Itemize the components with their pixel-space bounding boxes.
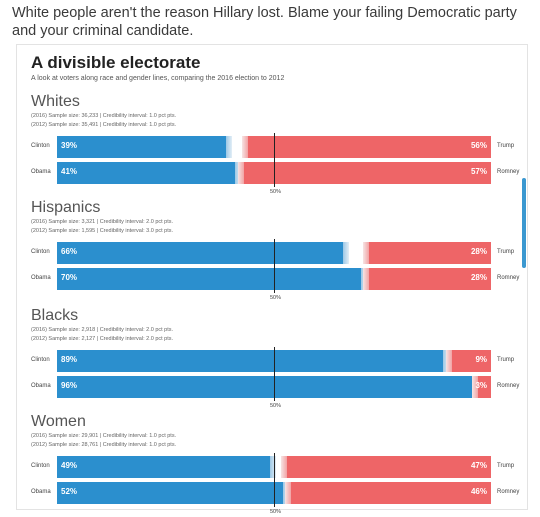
sample-size-note: (2012) Sample size: 35,491 | Credibility… bbox=[31, 122, 177, 128]
democrat-pct-label: 49% bbox=[61, 461, 78, 470]
republican-interval-band bbox=[237, 162, 244, 184]
democrat-bar bbox=[57, 350, 444, 372]
bar-row-obama: Obama 70% 28% Romney bbox=[17, 268, 527, 290]
republican-bar bbox=[247, 136, 491, 158]
republican-bar bbox=[451, 350, 491, 372]
democrat-candidate-label: Clinton bbox=[31, 249, 50, 255]
republican-pct-label: 47% bbox=[470, 461, 487, 470]
democrat-pct-label: 66% bbox=[61, 247, 78, 256]
sample-size-note: (2016) Sample size: 36,233 | Credibility… bbox=[31, 113, 177, 119]
bar-row-clinton: Clinton 89% 9% Trump bbox=[17, 350, 527, 372]
republican-bar bbox=[291, 482, 491, 504]
republican-pct-label: 56% bbox=[470, 141, 487, 150]
section-title: Women bbox=[31, 413, 86, 430]
democrat-pct-label: 41% bbox=[61, 167, 78, 176]
republican-pct-label: 57% bbox=[470, 167, 487, 176]
republican-bar bbox=[287, 456, 491, 478]
section-women: Women (2016) Sample size: 29,901 | Credib… bbox=[17, 413, 527, 515]
republican-interval-band bbox=[363, 242, 370, 264]
republican-candidate-label: Trump bbox=[497, 249, 515, 255]
section-blacks: Blacks (2016) Sample size: 2,918 | Credib… bbox=[17, 307, 527, 409]
fifty-percent-label: 50% bbox=[270, 509, 282, 515]
bar-row-obama: Obama 52% 46% Romney bbox=[17, 482, 527, 504]
republican-interval-band bbox=[445, 350, 452, 372]
republican-interval-band bbox=[285, 482, 292, 504]
democrat-interval-band bbox=[343, 242, 350, 264]
fifty-percent-line bbox=[274, 239, 275, 293]
republican-interval-band bbox=[241, 136, 248, 158]
democrat-candidate-label: Obama bbox=[31, 489, 51, 495]
fifty-percent-line bbox=[274, 347, 275, 401]
democrat-pct-label: 96% bbox=[61, 381, 78, 390]
republican-candidate-label: Romney bbox=[497, 169, 520, 175]
chart-card: A divisible electorate A look at voters … bbox=[16, 44, 528, 515]
republican-candidate-label: Trump bbox=[497, 463, 515, 469]
sample-size-note: (2016) Sample size: 3,321 | Credibility … bbox=[31, 219, 174, 225]
democrat-pct-label: 70% bbox=[61, 273, 78, 282]
bar-row-clinton: Clinton 39% 56% Trump bbox=[17, 136, 527, 158]
republican-pct-label: 46% bbox=[470, 487, 487, 496]
republican-candidate-label: Romney bbox=[497, 489, 520, 495]
republican-pct-label: 28% bbox=[470, 247, 487, 256]
republican-pct-label: 9% bbox=[475, 355, 487, 364]
section-whites: Whites (2016) Sample size: 36,233 | Credi… bbox=[17, 93, 527, 195]
sample-size-note: (2012) Sample size: 1,595 | Credibility … bbox=[31, 228, 174, 234]
scrollbar[interactable] bbox=[522, 178, 526, 268]
fifty-percent-label: 50% bbox=[270, 295, 282, 301]
republican-candidate-label: Trump bbox=[497, 357, 515, 363]
democrat-candidate-label: Clinton bbox=[31, 143, 50, 149]
democrat-candidate-label: Obama bbox=[31, 169, 51, 175]
fifty-percent-line bbox=[274, 133, 275, 187]
democrat-bar bbox=[57, 456, 270, 478]
section-title: Hispanics bbox=[31, 199, 101, 216]
democrat-bar bbox=[57, 136, 227, 158]
sample-size-note: (2012) Sample size: 28,761 | Credibility… bbox=[31, 442, 177, 448]
section-title: Blacks bbox=[31, 307, 79, 324]
section-hispanics: Hispanics (2016) Sample size: 3,321 | Cre… bbox=[17, 199, 527, 301]
democrat-bar bbox=[57, 482, 283, 504]
post-caption: White people aren't the reason Hillary l… bbox=[12, 5, 517, 39]
republican-interval-band bbox=[281, 456, 288, 478]
chart-subtitle: A look at voters along race and gender l… bbox=[31, 75, 285, 82]
sample-size-note: (2012) Sample size: 2,127 | Credibility … bbox=[31, 336, 174, 342]
democrat-bar bbox=[57, 268, 361, 290]
chart-title: A divisible electorate bbox=[31, 53, 201, 72]
republican-bar bbox=[369, 242, 491, 264]
republican-candidate-label: Trump bbox=[497, 143, 515, 149]
democrat-interval-band bbox=[226, 136, 233, 158]
republican-interval-band bbox=[363, 268, 370, 290]
bar-row-obama: Obama 96% 3% Romney bbox=[17, 376, 527, 398]
fifty-percent-label: 50% bbox=[270, 189, 282, 195]
republican-pct-label: 28% bbox=[470, 273, 487, 282]
democrat-candidate-label: Clinton bbox=[31, 463, 50, 469]
democrat-candidate-label: Obama bbox=[31, 275, 51, 281]
republican-pct-label: 3% bbox=[475, 381, 487, 390]
democrat-bar bbox=[57, 162, 235, 184]
republican-bar bbox=[243, 162, 491, 184]
republican-candidate-label: Romney bbox=[497, 275, 520, 281]
bar-row-obama: Obama 41% 57% Romney bbox=[17, 162, 527, 184]
republican-bar bbox=[369, 268, 491, 290]
democrat-pct-label: 39% bbox=[61, 141, 78, 150]
republican-bar bbox=[477, 376, 491, 398]
democrat-pct-label: 52% bbox=[61, 487, 78, 496]
sample-size-note: (2016) Sample size: 2,918 | Credibility … bbox=[31, 327, 174, 333]
democrat-bar bbox=[57, 376, 474, 398]
republican-candidate-label: Romney bbox=[497, 383, 520, 389]
democrat-interval-band bbox=[269, 456, 276, 478]
bar-row-clinton: Clinton 66% 28% Trump bbox=[17, 242, 527, 264]
sample-size-note: (2016) Sample size: 29,901 | Credibility… bbox=[31, 433, 177, 439]
section-title: Whites bbox=[31, 93, 80, 110]
republican-interval-band bbox=[471, 376, 478, 398]
fifty-percent-label: 50% bbox=[270, 403, 282, 409]
fifty-percent-line bbox=[274, 453, 275, 507]
democrat-bar bbox=[57, 242, 344, 264]
democrat-candidate-label: Obama bbox=[31, 383, 51, 389]
democrat-pct-label: 89% bbox=[61, 355, 78, 364]
democrat-candidate-label: Clinton bbox=[31, 357, 50, 363]
bar-row-clinton: Clinton 49% 47% Trump bbox=[17, 456, 527, 478]
